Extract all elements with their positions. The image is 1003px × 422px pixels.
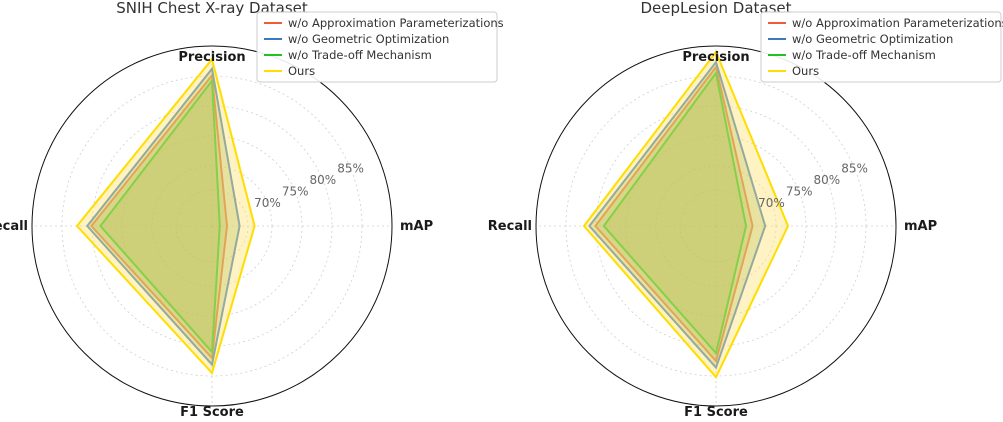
- radial-tick-label: 80%: [814, 173, 841, 187]
- legend-entry: Ours: [288, 64, 315, 78]
- series-polygon-3: [602, 70, 748, 356]
- axis-label-precision: Precision: [682, 50, 749, 65]
- axis-label-recall: Recall: [488, 219, 532, 234]
- series-polygon-2: [588, 60, 767, 370]
- axis-label-precision: Precision: [178, 50, 245, 65]
- radial-tick-label: 80%: [310, 173, 337, 187]
- radial-tick-label: 70%: [758, 196, 785, 210]
- radar-chart-2: 70%75%80%85% Precision mAP F1 Score Recall De…: [488, 0, 1003, 420]
- axis-label-map: mAP: [400, 219, 433, 234]
- legend-entry: w/o Geometric Optimization: [792, 32, 953, 46]
- radial-tick-label: 70%: [254, 196, 281, 210]
- legend: w/o Approximation Parameterizations w/o G…: [760, 11, 1003, 83]
- legend-entry: Ours: [792, 64, 819, 78]
- chart-title: DeepLesion Dataset: [640, 0, 791, 17]
- legend-box: [760, 11, 1002, 83]
- series-polygon-4: [75, 57, 256, 375]
- legend-entry: w/o Approximation Parameterizations: [792, 16, 1003, 30]
- outer-ring: [535, 45, 897, 407]
- legend-entry: w/o Geometric Optimization: [288, 32, 449, 46]
- series-polygon-2: [85, 66, 241, 367]
- axis-label-recall: Recall: [0, 219, 28, 234]
- radial-tick-label: 85%: [841, 162, 868, 176]
- radial-tick-label: 75%: [282, 185, 309, 199]
- legend-entry: w/o Trade-off Mechanism: [792, 48, 936, 62]
- axis-label-f1-score: F1 Score: [684, 405, 748, 420]
- series-polygon-4: [582, 50, 790, 380]
- legend-entry: w/o Trade-off Mechanism: [288, 48, 432, 62]
- axis-label-f1-score: F1 Score: [180, 405, 244, 420]
- legend-entry: w/o Approximation Parameterizations: [288, 16, 504, 30]
- outer-ring: [31, 45, 393, 407]
- legend-box: [256, 11, 498, 83]
- series-polygon-1: [90, 72, 229, 361]
- radial-tick-label: 75%: [786, 185, 813, 199]
- series-polygon-3: [99, 78, 221, 355]
- axis-label-map: mAP: [904, 219, 937, 234]
- radial-tick-label: 85%: [337, 162, 364, 176]
- legend: w/o Approximation Parameterizations w/o G…: [256, 11, 504, 83]
- series-polygon-1: [594, 64, 754, 364]
